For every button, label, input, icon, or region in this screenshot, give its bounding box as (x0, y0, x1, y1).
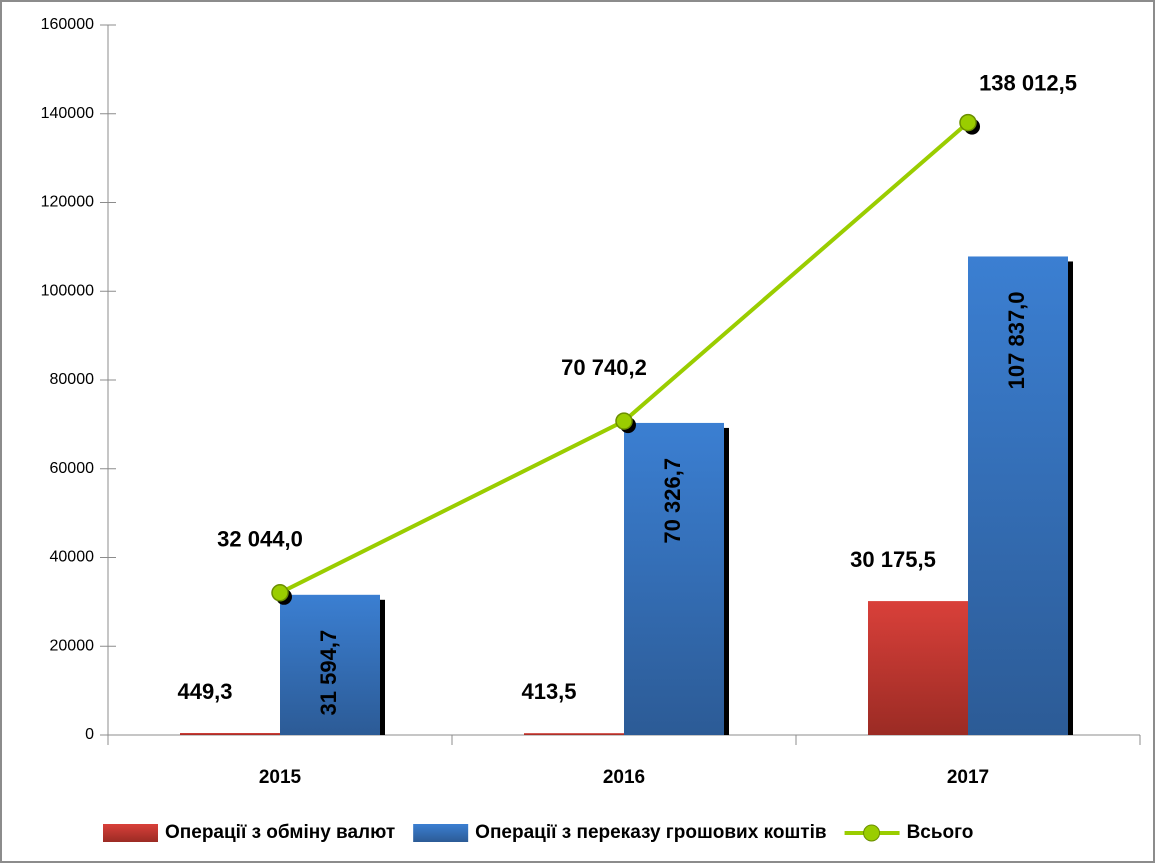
legend-label: Операції з переказу грошових коштів (475, 822, 826, 843)
data-label: 107 837,0 (1004, 291, 1029, 389)
x-tick-label: 2017 (947, 767, 989, 788)
bar (868, 601, 968, 735)
data-label: 32 044,0 (217, 527, 303, 552)
data-label: 138 012,5 (979, 70, 1077, 95)
data-label: 31 594,7 (316, 630, 341, 716)
y-tick-label: 40000 (50, 549, 95, 566)
bar (624, 422, 724, 735)
y-tick-label: 120000 (41, 194, 94, 211)
bar (180, 733, 280, 735)
legend-label: Всього (907, 822, 974, 843)
bar (280, 594, 380, 735)
legend-marker (863, 824, 881, 842)
y-tick-label: 140000 (41, 105, 94, 122)
data-label: 70 326,7 (660, 458, 685, 544)
marker (615, 412, 633, 430)
marker (959, 113, 977, 132)
y-tick-label: 80000 (50, 371, 95, 388)
data-label: 30 175,5 (850, 547, 936, 572)
legend-swatch (103, 824, 158, 842)
y-tick-label: 60000 (50, 460, 95, 477)
data-label: 449,3 (177, 679, 232, 704)
x-tick-label: 2016 (603, 767, 645, 788)
bar (524, 733, 624, 735)
bar (968, 256, 1068, 735)
legend-swatch (413, 824, 469, 842)
y-tick-label: 160000 (41, 16, 94, 33)
y-tick-label: 100000 (41, 282, 94, 299)
marker (271, 584, 289, 602)
data-label: 413,5 (521, 679, 576, 704)
y-tick-label: 0 (85, 726, 94, 743)
y-tick-label: 20000 (50, 637, 95, 654)
legend-label: Операції з обміну валют (165, 822, 395, 843)
data-label: 70 740,2 (561, 355, 647, 380)
x-tick-label: 2015 (259, 767, 302, 788)
